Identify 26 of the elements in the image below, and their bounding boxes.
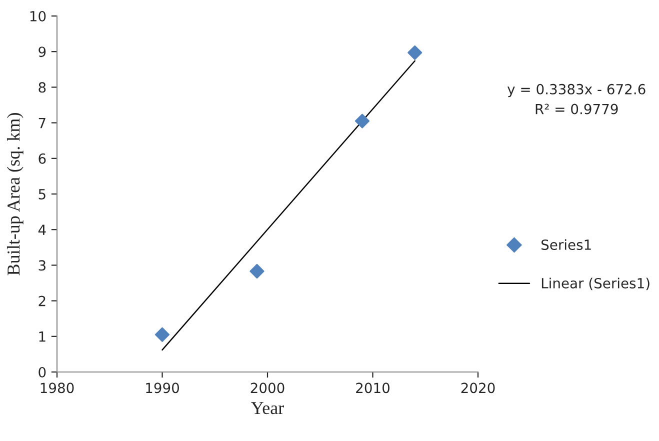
y-tick-label: 8 [38,82,46,93]
y-tick-label: 5 [38,189,46,200]
y-tick-label: 4 [38,224,46,235]
point [354,114,370,128]
y-tick-label: 10 [30,10,46,22]
x-tick-label: 2020 [461,382,495,394]
x-axis-title: Year [251,402,284,414]
y-tick-label: 6 [38,153,46,164]
x-tick-label: 1980 [40,382,74,394]
y-axis-title: Built-up Area (sq. km) [6,113,24,276]
x-tick-label: 1990 [146,382,179,394]
y-tick-label: 1 [39,332,46,342]
text: R² = 0.9779 [536,104,618,114]
y-tick-label: 7 [38,118,46,128]
y-tick-label: 0 [38,366,46,378]
point [154,327,170,342]
legend-label: Series1 [542,239,591,250]
y-tick-label: 9 [38,46,46,58]
x-tick-label: 2010 [356,382,390,394]
y-tick-label: 2 [38,296,46,306]
y-tick-label: 3 [38,260,46,271]
point [250,264,264,279]
text: y = 0.3383x - 672.6 [507,84,646,98]
x-tick-label: 2000 [250,382,284,394]
point [408,45,422,60]
legend-label: Linear (Series1) [542,278,650,290]
